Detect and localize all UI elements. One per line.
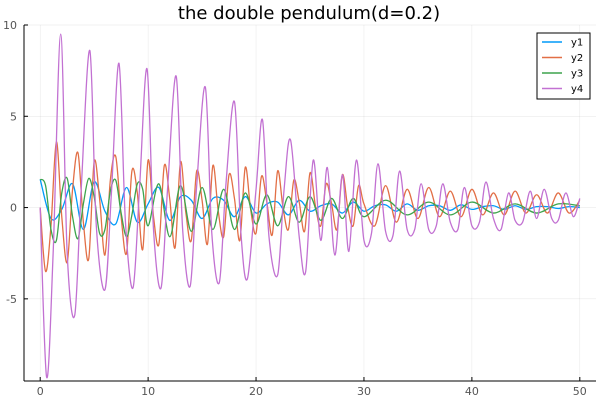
legend-label-y4: y4 — [571, 84, 583, 95]
legend-label-y3: y3 — [571, 69, 583, 80]
legend: y1 y2 y3 y4 — [536, 32, 591, 100]
x-tick-label: 40 — [465, 385, 479, 398]
series-line-y4 — [39, 33, 581, 379]
legend-label-y2: y2 — [571, 53, 583, 64]
legend-label-y1: y1 — [571, 38, 583, 49]
x-tick-label: 20 — [249, 385, 263, 398]
y-tick-label: -5 — [6, 293, 17, 306]
x-tick-label: 0 — [37, 385, 44, 398]
y-tick-label: 5 — [10, 110, 17, 123]
chart-title: the double pendulum(d=0.2) — [178, 3, 440, 24]
x-tick-label: 10 — [141, 385, 155, 398]
x-tick-label: 50 — [573, 385, 587, 398]
y-tick-label: 10 — [3, 19, 17, 32]
axes: 0 10 20 30 40 50 -5 0 5 10 — [3, 19, 596, 398]
x-tick-label: 30 — [357, 385, 371, 398]
series-line-y3 — [39, 176, 580, 244]
series-lines — [39, 33, 581, 379]
y-tick-label: 0 — [10, 202, 17, 215]
